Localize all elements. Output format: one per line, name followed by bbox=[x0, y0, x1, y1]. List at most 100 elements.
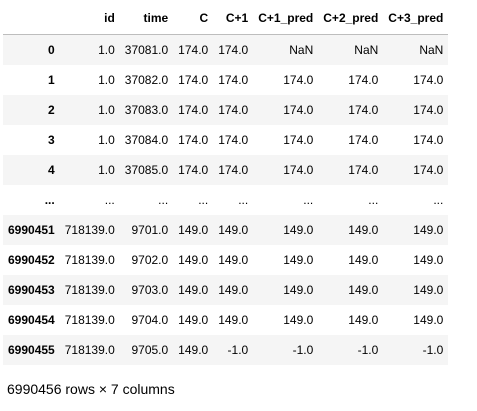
table-cell: 174.0 bbox=[283, 163, 314, 177]
table-cell: 174.0 bbox=[413, 103, 444, 117]
row-index: 6990455 bbox=[8, 343, 55, 357]
table-cell: 9704.0 bbox=[131, 313, 169, 327]
table-row: 6990455 718139.0 9705.0 149.0 -1.0 -1.0 … bbox=[3, 335, 449, 365]
table-cell: 149.0 bbox=[178, 313, 209, 327]
row-index: 1 bbox=[48, 73, 55, 87]
table-cell: 1.0 bbox=[98, 103, 115, 117]
table-cell: 1.0 bbox=[98, 43, 115, 57]
table-cell: 174.0 bbox=[283, 103, 314, 117]
table-cell: 174.0 bbox=[218, 73, 249, 87]
table-row: 2 1.0 37083.0 174.0 174.0 174.0 174.0 17… bbox=[3, 95, 449, 125]
table-cell: 149.0 bbox=[218, 223, 249, 237]
column-header-c: C bbox=[173, 2, 214, 35]
table-cell: 718139.0 bbox=[64, 223, 115, 237]
table-cell: 174.0 bbox=[178, 133, 209, 147]
table-cell: 149.0 bbox=[348, 253, 379, 267]
dataframe-table: id time C C+1 C+1_pred C+2_pred C+3_pred… bbox=[3, 2, 449, 365]
table-cell: 149.0 bbox=[178, 223, 209, 237]
table-row: 1 1.0 37082.0 174.0 174.0 174.0 174.0 17… bbox=[3, 65, 449, 95]
table-cell: ... bbox=[104, 193, 115, 207]
table-cell: 9703.0 bbox=[131, 283, 169, 297]
table-row: 6990453 718139.0 9703.0 149.0 149.0 149.… bbox=[3, 275, 449, 305]
table-cell: 149.0 bbox=[218, 313, 249, 327]
table-cell: 174.0 bbox=[348, 163, 379, 177]
table-cell: 174.0 bbox=[413, 163, 444, 177]
table-row: 0 1.0 37081.0 174.0 174.0 NaN NaN NaN bbox=[3, 34, 449, 65]
column-header-id: id bbox=[59, 2, 120, 35]
table-cell: 174.0 bbox=[218, 163, 249, 177]
table-cell: 149.0 bbox=[348, 283, 379, 297]
table-cell: -1.0 bbox=[357, 343, 379, 357]
table-cell: 149.0 bbox=[178, 343, 209, 357]
table-cell: 718139.0 bbox=[64, 283, 115, 297]
table-cell: 718139.0 bbox=[64, 253, 115, 267]
table-cell: 149.0 bbox=[178, 253, 209, 267]
table-cell: 174.0 bbox=[178, 163, 209, 177]
table-cell: 149.0 bbox=[283, 253, 314, 267]
table-cell: 149.0 bbox=[413, 283, 444, 297]
row-index: ... bbox=[44, 193, 55, 207]
ellipsis-row: ... ... ... ... ... ... ... ... bbox=[3, 185, 449, 215]
table-cell: -1.0 bbox=[227, 343, 249, 357]
table-cell: 174.0 bbox=[348, 73, 379, 87]
table-cell: 174.0 bbox=[178, 73, 209, 87]
table-cell: 149.0 bbox=[413, 253, 444, 267]
table-cell: 174.0 bbox=[218, 133, 249, 147]
row-column-count: 6990456 rows × 7 columns bbox=[7, 381, 175, 397]
table-cell: 37084.0 bbox=[124, 133, 169, 147]
row-index: 6990454 bbox=[8, 313, 55, 327]
column-header-c-plus-1: C+1 bbox=[213, 2, 254, 35]
table-cell: 149.0 bbox=[413, 313, 444, 327]
table-cell: ... bbox=[238, 193, 249, 207]
table-row: 6990451 718139.0 9701.0 149.0 149.0 149.… bbox=[3, 215, 449, 245]
table-cell: 149.0 bbox=[178, 283, 209, 297]
table-body: 0 1.0 37081.0 174.0 174.0 NaN NaN NaN 1 … bbox=[3, 34, 449, 365]
row-index: 4 bbox=[48, 163, 55, 177]
table-cell: -1.0 bbox=[422, 343, 444, 357]
table-cell: 149.0 bbox=[348, 313, 379, 327]
table-cell: 9705.0 bbox=[131, 343, 169, 357]
row-index: 2 bbox=[48, 103, 55, 117]
column-header-c-plus-2-pred: C+2_pred bbox=[318, 2, 384, 35]
table-cell: 149.0 bbox=[283, 223, 314, 237]
table-cell: 149.0 bbox=[283, 313, 314, 327]
table-cell: 718139.0 bbox=[64, 343, 115, 357]
table-cell: 1.0 bbox=[98, 133, 115, 147]
table-cell: 174.0 bbox=[283, 133, 314, 147]
table-cell: 37081.0 bbox=[124, 43, 169, 57]
table-row: 3 1.0 37084.0 174.0 174.0 174.0 174.0 17… bbox=[3, 125, 449, 155]
table-cell: 149.0 bbox=[218, 283, 249, 297]
table-row: 6990454 718139.0 9704.0 149.0 149.0 149.… bbox=[3, 305, 449, 335]
table-cell: 174.0 bbox=[413, 73, 444, 87]
table-cell: NaN bbox=[419, 43, 444, 57]
table-cell: 149.0 bbox=[348, 223, 379, 237]
table-cell: 174.0 bbox=[218, 43, 249, 57]
table-row: 4 1.0 37085.0 174.0 174.0 174.0 174.0 17… bbox=[3, 155, 449, 185]
table-cell: NaN bbox=[289, 43, 314, 57]
table-cell: ... bbox=[303, 193, 314, 207]
table-cell: 174.0 bbox=[283, 73, 314, 87]
table-cell: ... bbox=[198, 193, 209, 207]
table-cell: NaN bbox=[354, 43, 379, 57]
header-row: id time C C+1 C+1_pred C+2_pred C+3_pred bbox=[3, 2, 449, 35]
table-cell: 37082.0 bbox=[124, 73, 169, 87]
table-cell: ... bbox=[158, 193, 169, 207]
column-header-c-plus-3-pred: C+3_pred bbox=[383, 2, 449, 35]
table-cell: ... bbox=[433, 193, 444, 207]
table-cell: -1.0 bbox=[292, 343, 314, 357]
table-cell: 174.0 bbox=[178, 43, 209, 57]
row-index: 6990453 bbox=[8, 283, 55, 297]
table-cell: 174.0 bbox=[348, 133, 379, 147]
table-row: 6990452 718139.0 9702.0 149.0 149.0 149.… bbox=[3, 245, 449, 275]
table-cell: 174.0 bbox=[348, 103, 379, 117]
table-header: id time C C+1 C+1_pred C+2_pred C+3_pred bbox=[3, 2, 449, 35]
table-cell: 174.0 bbox=[218, 103, 249, 117]
table-cell: 37083.0 bbox=[124, 103, 169, 117]
table-cell: 718139.0 bbox=[64, 313, 115, 327]
table-cell: 149.0 bbox=[218, 253, 249, 267]
table-cell: 149.0 bbox=[283, 283, 314, 297]
column-header-time: time bbox=[119, 2, 174, 35]
table-cell: 149.0 bbox=[413, 223, 444, 237]
row-index: 0 bbox=[48, 43, 55, 57]
